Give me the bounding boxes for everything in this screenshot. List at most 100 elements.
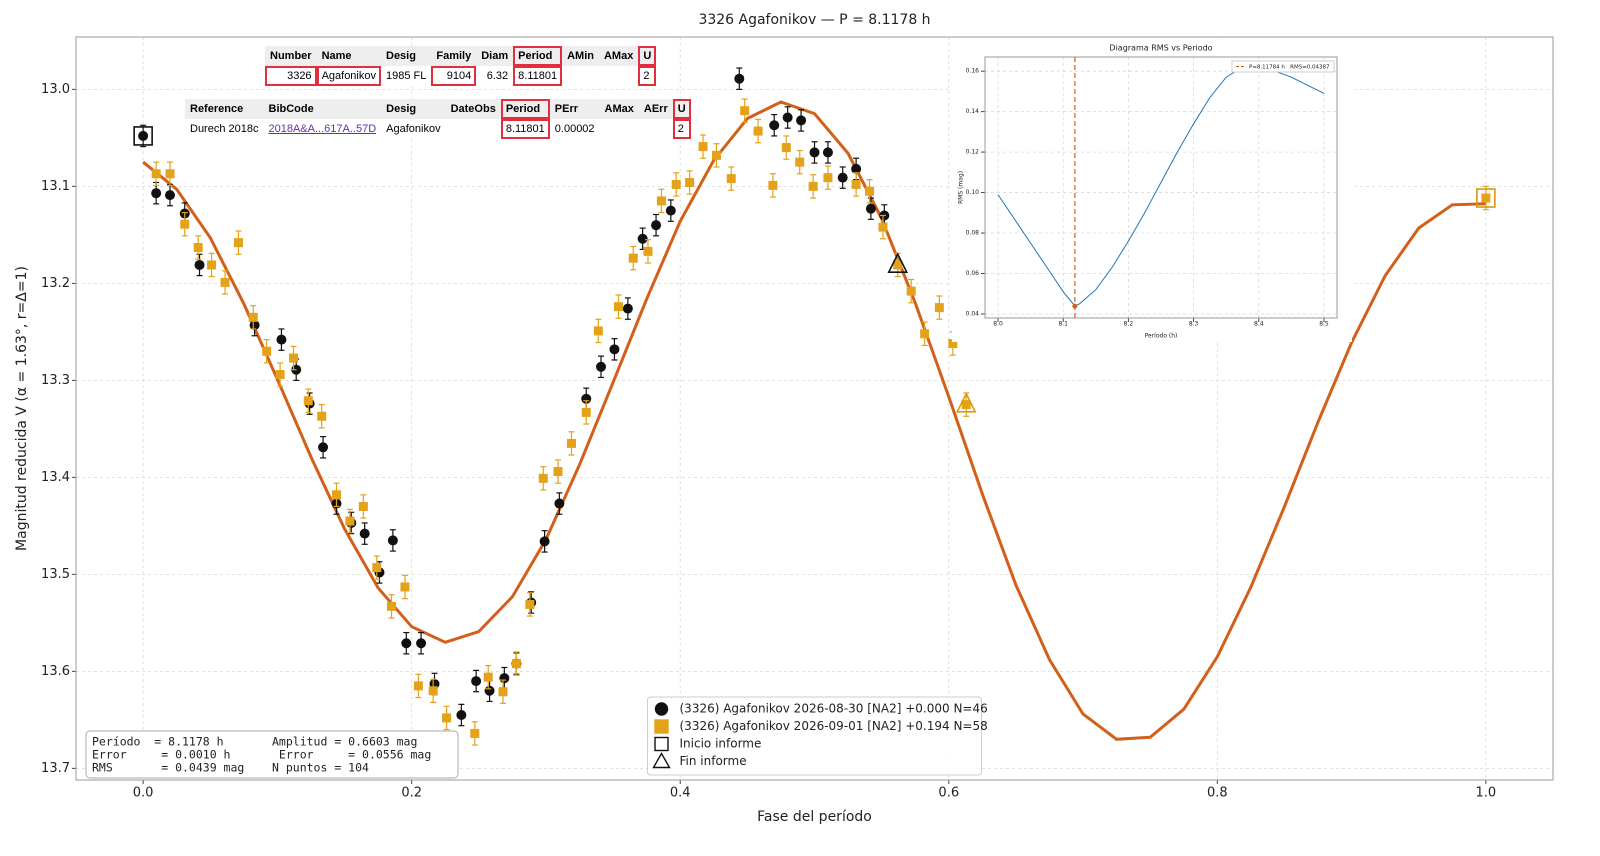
header-cell: U [638,46,657,66]
fit-curve [142,100,1486,741]
data-point [416,638,427,649]
cell: Durech 2018c [190,123,259,135]
legend-frame [647,696,982,776]
cell: 1985 FL [386,70,427,82]
data-point [483,672,493,682]
data-point [207,260,217,270]
bibcode-link[interactable]: 2018A&A...617A..57D [268,123,377,135]
data-point [554,498,565,509]
data-point [359,528,370,539]
legend-label: (3326) Agafonikov 2026-09-01 [NA2] +0.19… [680,719,988,733]
data-point [637,233,648,244]
inset-legend-label: P=8.11784 h RMS=0.04387 [1249,65,1330,71]
y-tick-label: 13.7 [41,761,70,776]
data-point [934,303,944,313]
stats-box: Período = 8.1178 h Amplitud = 0.6603 mag… [85,730,459,779]
data-point [796,115,807,126]
data-point [671,179,681,189]
cell [600,119,639,139]
data-point [498,687,508,697]
data-point [753,126,763,136]
x-tick-label: 0.8 [1207,786,1228,801]
data-point [249,320,260,331]
data-point [865,203,876,214]
data-point [165,169,175,179]
inset-legend-frame [1231,60,1335,73]
x-tick-label: 8.3 [1189,321,1199,328]
y-tick-label: 13.3 [41,373,70,388]
data-point [164,190,175,201]
data-point [768,180,778,190]
data-point [193,242,203,252]
chart-title: 3326 Agafonikov — P = 8.1178 h [698,12,930,28]
data-point [1481,193,1491,203]
y-tick-label: 0.06 [966,270,980,277]
data-point [711,150,721,160]
data-point [275,370,285,380]
data-point [781,143,791,153]
x-tick-label: 8.2 [1124,321,1134,328]
stats-frame [85,730,459,779]
data-point [596,361,607,372]
y-tick-label: 0.10 [966,189,980,196]
inset-y-label: RMS (mag) [958,171,965,204]
data-point [809,147,820,158]
data-point [665,205,676,216]
header-cell: U [672,99,691,119]
data-point [470,728,480,738]
header-cell: Diam [476,46,514,66]
data-point [318,442,329,453]
data-point [823,173,833,183]
header-cell: BibCode [263,99,382,119]
data-point [961,400,971,410]
header-cell: Period [500,99,550,119]
data-point [698,142,708,152]
inset-background [952,38,1352,342]
cell: 8.11801 [513,66,563,86]
data-point [248,312,258,322]
y-tick-label: 13.6 [41,664,70,679]
report-marker [1476,188,1496,208]
inset-legend: P=8.11784 h RMS=0.04387 [1231,60,1335,73]
stats-line: RMS = 0.0439 mag N puntos = 104 [92,761,369,775]
report-marker [955,392,977,413]
report-marker [133,126,153,146]
legend-symbol [654,702,669,716]
header-cell: Name [316,46,381,66]
data-point [471,676,482,687]
data-point [782,112,793,123]
header-cell: AMax [599,99,639,119]
data-point [413,681,423,691]
plot-frame [75,36,1554,781]
data-point [538,473,548,483]
y-tick-label: 13.0 [41,82,70,97]
data-point [822,147,833,158]
data-point [734,73,745,84]
header-cell: Number [265,46,317,66]
y-tick-label: 13.2 [41,276,70,291]
y-tick-label: 0.12 [966,149,980,156]
header-cell: AErr [638,99,673,119]
legend-label: (3326) Agafonikov 2026-08-30 [NA2] +0.00… [680,702,988,716]
legend-symbol [654,719,669,734]
data-point [613,302,623,312]
data-point [878,222,888,232]
data-point [566,438,576,448]
data-point [400,582,410,592]
cell [562,66,599,86]
data-point [795,157,805,167]
data-point [289,353,299,363]
x-tick-label: 0.2 [401,786,422,801]
data-point [769,120,780,131]
data-point [499,673,510,684]
data-point [837,172,848,183]
cell: 2 [672,119,691,139]
data-point [628,253,638,263]
data-point [387,535,398,546]
y-tick-label: 13.1 [41,179,70,194]
data-point [553,467,563,477]
cell: 8.11801 [500,119,550,139]
header-cell: DateObs [445,99,501,119]
data-point [387,601,397,611]
